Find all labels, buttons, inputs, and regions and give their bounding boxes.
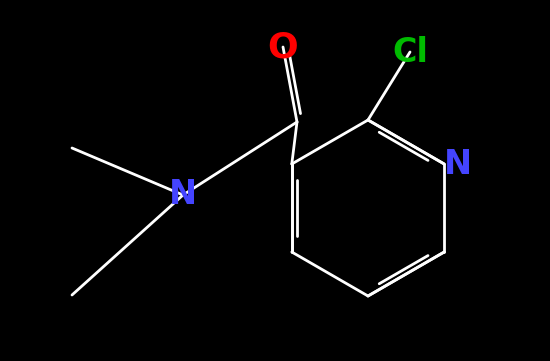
Text: O: O (268, 30, 298, 64)
Text: Cl: Cl (392, 35, 428, 69)
Text: N: N (444, 148, 472, 180)
Text: N: N (169, 178, 197, 212)
